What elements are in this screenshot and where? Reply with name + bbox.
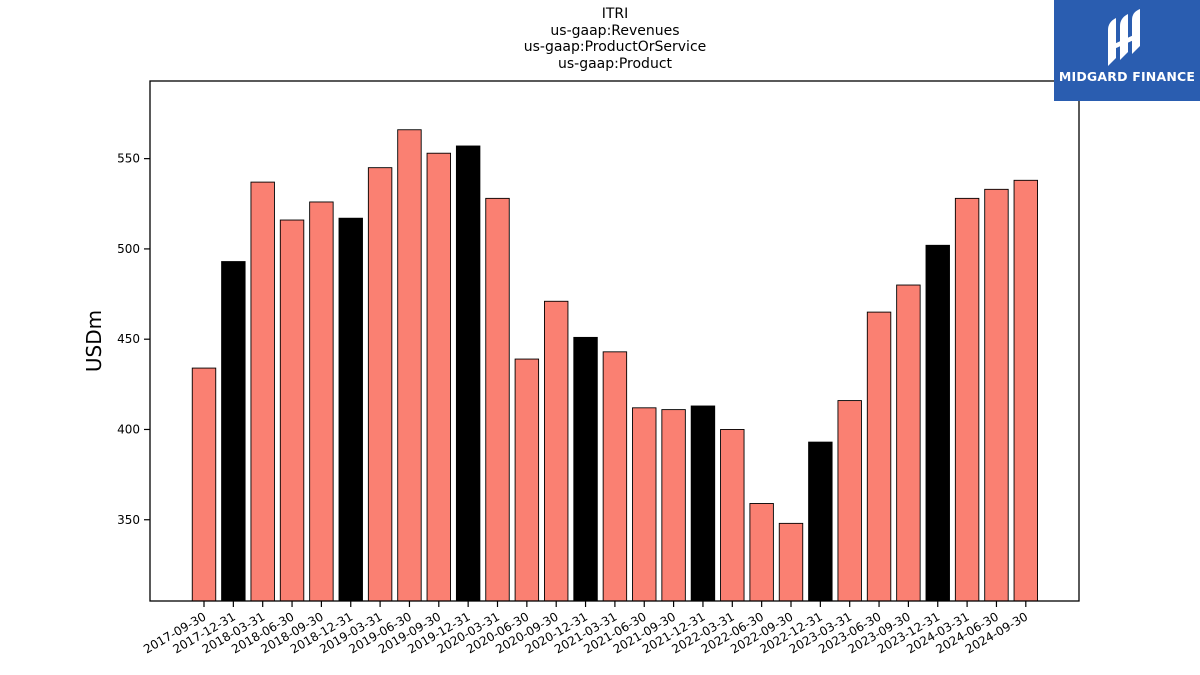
bar-2023-06-30 <box>866 311 892 602</box>
bar-2020-03-31 <box>485 197 510 602</box>
bar-2017-12-31 <box>221 261 246 602</box>
chart-title: ITRI us-gaap:Revenues us-gaap:ProductOrS… <box>415 6 815 72</box>
bar-2022-12-31 <box>808 441 833 602</box>
bar-2018-12-31 <box>338 217 363 602</box>
y-tick-label: 450 <box>117 332 140 346</box>
bar-2019-12-31 <box>455 145 481 602</box>
y-tick-label: 350 <box>117 513 140 527</box>
bar-2022-09-30 <box>778 522 804 602</box>
bar-2020-09-30 <box>544 300 569 602</box>
bar-2021-12-31 <box>690 405 716 602</box>
bar-2024-03-31 <box>954 197 980 602</box>
bar-2023-12-31 <box>925 244 950 602</box>
x-axis: 2017-09-302017-12-312018-03-312018-06-30… <box>141 601 1030 656</box>
bar-2019-06-30 <box>397 129 422 602</box>
bar-2018-06-30 <box>279 219 305 602</box>
bar-2019-09-30 <box>426 152 451 602</box>
bar-2024-09-30 <box>1013 179 1038 602</box>
bar-2020-06-30 <box>514 358 540 602</box>
y-axis-label: USDm <box>82 310 106 372</box>
bar-2021-09-30 <box>661 409 686 602</box>
bars-group <box>191 129 1038 602</box>
midgard-finance-logo: MIDGARD FINANCE <box>1054 0 1200 101</box>
midgard-logo-mark-icon <box>1108 9 1140 66</box>
logo-text: MIDGARD FINANCE <box>1058 69 1196 84</box>
title-line-1: ITRI <box>601 6 629 22</box>
title-line-4: us-gaap:Product <box>557 55 673 72</box>
bar-2022-03-31 <box>720 429 745 602</box>
y-tick-label: 500 <box>117 242 140 256</box>
y-tick-label: 400 <box>117 422 140 436</box>
y-tick-label: 550 <box>117 152 140 166</box>
bar-2023-09-30 <box>896 284 921 602</box>
bar-2020-12-31 <box>573 336 598 602</box>
title-line-3: us-gaap:ProductOrService <box>523 39 707 56</box>
bar-2021-06-30 <box>632 407 657 602</box>
y-axis: 350 400 450 500 550 <box>117 152 150 527</box>
bar-2022-06-30 <box>749 503 774 602</box>
bar-2023-03-31 <box>837 400 862 602</box>
bar-2018-03-31 <box>250 181 275 602</box>
bar-2018-09-30 <box>309 201 334 602</box>
bar-2017-09-30 <box>191 367 217 602</box>
title-line-2: us-gaap:Revenues <box>550 22 680 39</box>
bar-2021-03-31 <box>602 351 628 602</box>
bar-2019-03-31 <box>367 167 393 602</box>
bar-2024-06-30 <box>984 188 1009 602</box>
